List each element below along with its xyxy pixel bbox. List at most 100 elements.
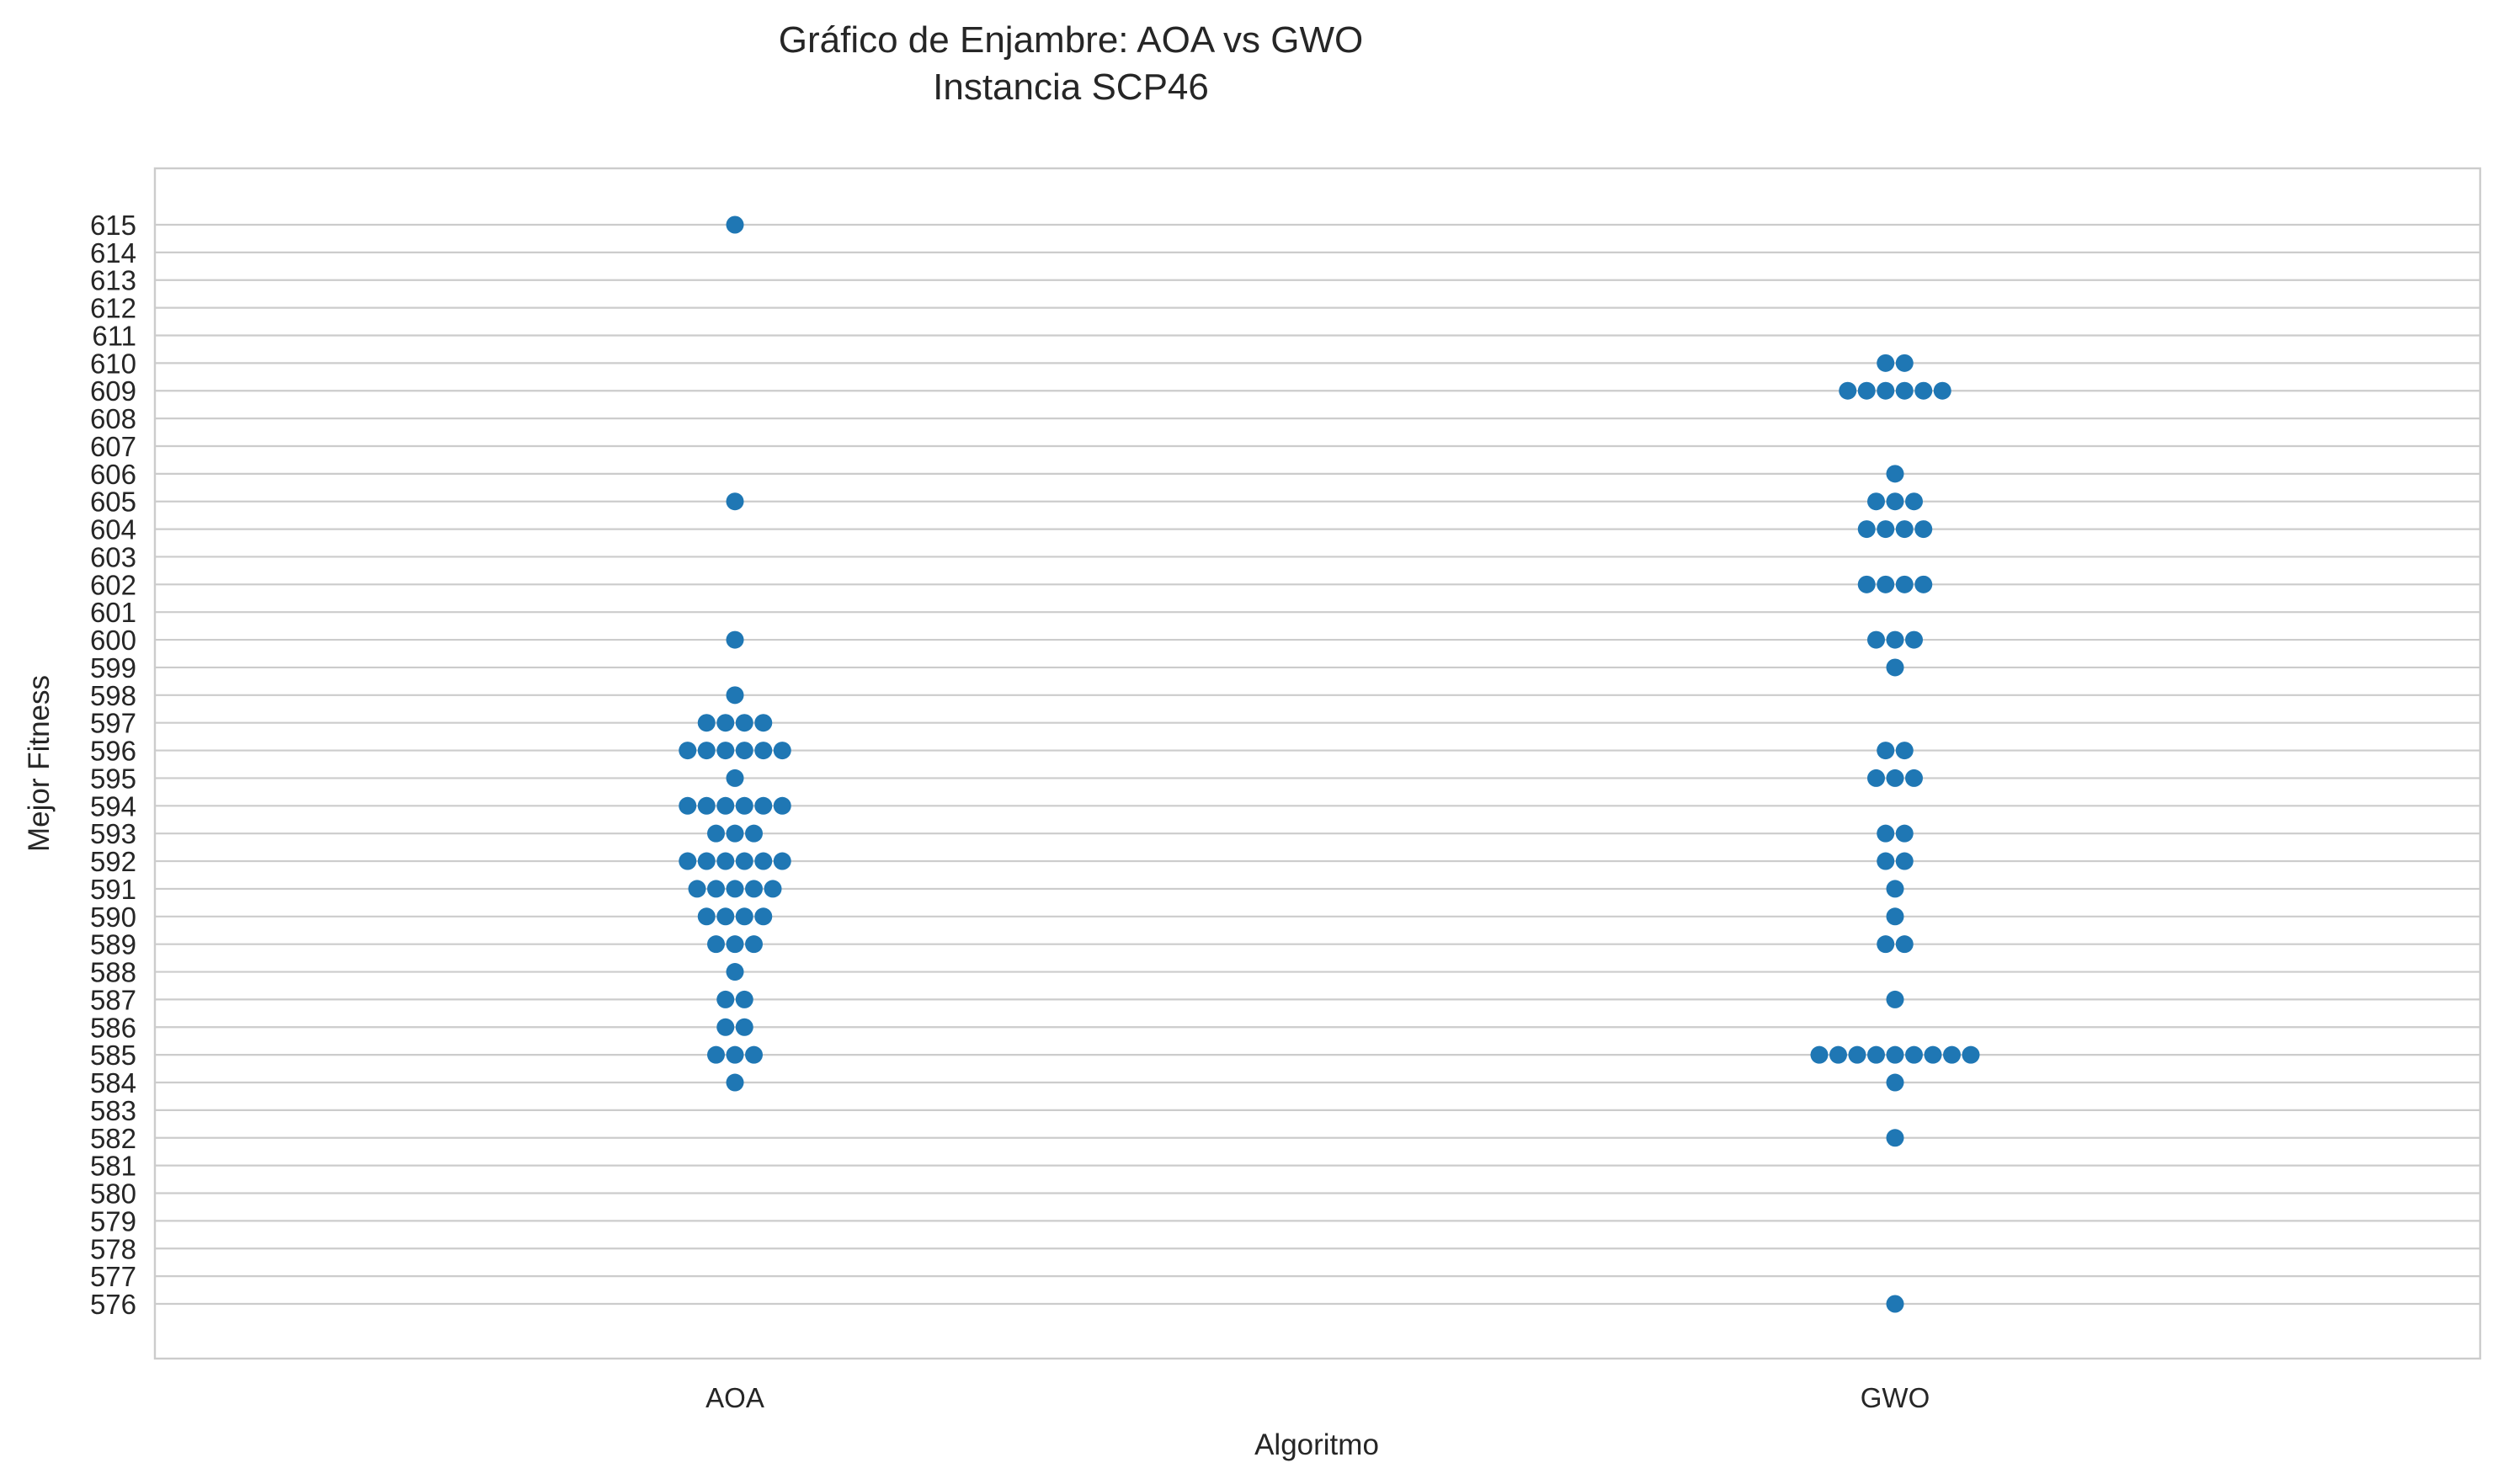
data-point [735, 852, 753, 870]
y-tick-label: 583 [90, 1095, 136, 1126]
data-point [1895, 742, 1914, 760]
data-point [1886, 1129, 1904, 1147]
data-point [716, 742, 735, 760]
y-tick-labels: 5765775785795805815825835845855865875885… [90, 210, 136, 1320]
y-tick-label: 613 [90, 265, 136, 296]
data-point [754, 907, 773, 926]
y-tick-label: 608 [90, 403, 136, 434]
data-point [735, 990, 753, 1008]
data-point [1886, 658, 1904, 677]
data-point [735, 714, 753, 732]
y-tick-label: 599 [90, 652, 136, 683]
data-point [1848, 1045, 1866, 1064]
data-point [707, 824, 725, 843]
data-point [1877, 852, 1895, 870]
y-tick-label: 578 [90, 1233, 136, 1264]
data-point [1905, 769, 1923, 787]
y-tick-label: 615 [90, 210, 136, 241]
data-point [726, 630, 744, 649]
data-point [726, 492, 744, 511]
data-point [679, 852, 697, 870]
y-tick-label: 595 [90, 763, 136, 794]
data-point [1877, 575, 1895, 593]
data-point [1829, 1045, 1847, 1064]
data-point [773, 742, 791, 760]
y-tick-label: 601 [90, 597, 136, 628]
data-point [716, 714, 735, 732]
data-point [726, 1045, 744, 1064]
plot-frame [153, 167, 2482, 1360]
y-tick-label: 610 [90, 348, 136, 379]
data-point [1886, 1073, 1904, 1092]
y-tick-label: 592 [90, 846, 136, 877]
data-point [1886, 1045, 1904, 1064]
data-point [726, 824, 744, 843]
data-point [1867, 769, 1885, 787]
data-point [754, 796, 773, 815]
y-tick-label: 587 [90, 984, 136, 1015]
data-point [1895, 354, 1914, 372]
data-point [1877, 354, 1895, 372]
data-point [1857, 381, 1876, 400]
data-point [716, 796, 735, 815]
y-tick-label: 586 [90, 1012, 136, 1043]
y-tick-label: 603 [90, 541, 136, 572]
data-point [754, 714, 773, 732]
y-tick-label: 591 [90, 874, 136, 905]
data-point [735, 796, 753, 815]
data-point [745, 824, 763, 843]
data-point [697, 852, 716, 870]
y-tick-label: 604 [90, 514, 136, 545]
y-tick-label: 614 [90, 237, 136, 269]
data-point [1905, 492, 1923, 511]
data-point [1867, 630, 1885, 649]
data-point [735, 742, 753, 760]
y-tick-label: 609 [90, 375, 136, 407]
y-tick-label: 593 [90, 818, 136, 849]
data-point [735, 907, 753, 926]
data-point [679, 742, 697, 760]
data-point [764, 880, 782, 898]
data-point [726, 935, 744, 954]
data-point [688, 880, 706, 898]
data-point [1962, 1045, 1980, 1064]
data-point [726, 880, 744, 898]
data-point [726, 686, 744, 705]
data-point [1877, 824, 1895, 843]
y-axis-label: Mejor Fitness [23, 675, 56, 852]
data-point [745, 935, 763, 954]
y-tick-label: 611 [92, 320, 136, 351]
data-point [754, 852, 773, 870]
data-point [1877, 381, 1895, 400]
data-point [1867, 1045, 1885, 1064]
data-point [1810, 1045, 1829, 1064]
data-point [1895, 520, 1914, 539]
y-tick-label: 594 [90, 790, 136, 822]
swarm-points [679, 215, 1980, 1313]
data-point [1914, 381, 1933, 400]
y-tick-label: 581 [90, 1151, 136, 1182]
x-tick-labels: AOA GWO [705, 1382, 1930, 1413]
y-tick-label: 607 [90, 431, 136, 462]
data-point [1877, 520, 1895, 539]
data-point [1895, 381, 1914, 400]
data-point [1933, 381, 1951, 400]
y-gridlines [155, 223, 2480, 1306]
data-point [1886, 769, 1904, 787]
data-point [707, 880, 725, 898]
y-tick-label: 598 [90, 680, 136, 711]
data-point [1895, 575, 1914, 593]
data-point [697, 796, 716, 815]
data-point [773, 796, 791, 815]
data-point [745, 880, 763, 898]
y-tick-label: 582 [90, 1123, 136, 1154]
x-tick-label: GWO [1861, 1382, 1930, 1413]
y-tick-label: 576 [90, 1289, 136, 1320]
data-point [1839, 381, 1857, 400]
data-point [697, 907, 716, 926]
data-point [726, 769, 744, 787]
data-point [1886, 990, 1904, 1008]
y-tick-label: 596 [90, 736, 136, 767]
data-point [1877, 742, 1895, 760]
